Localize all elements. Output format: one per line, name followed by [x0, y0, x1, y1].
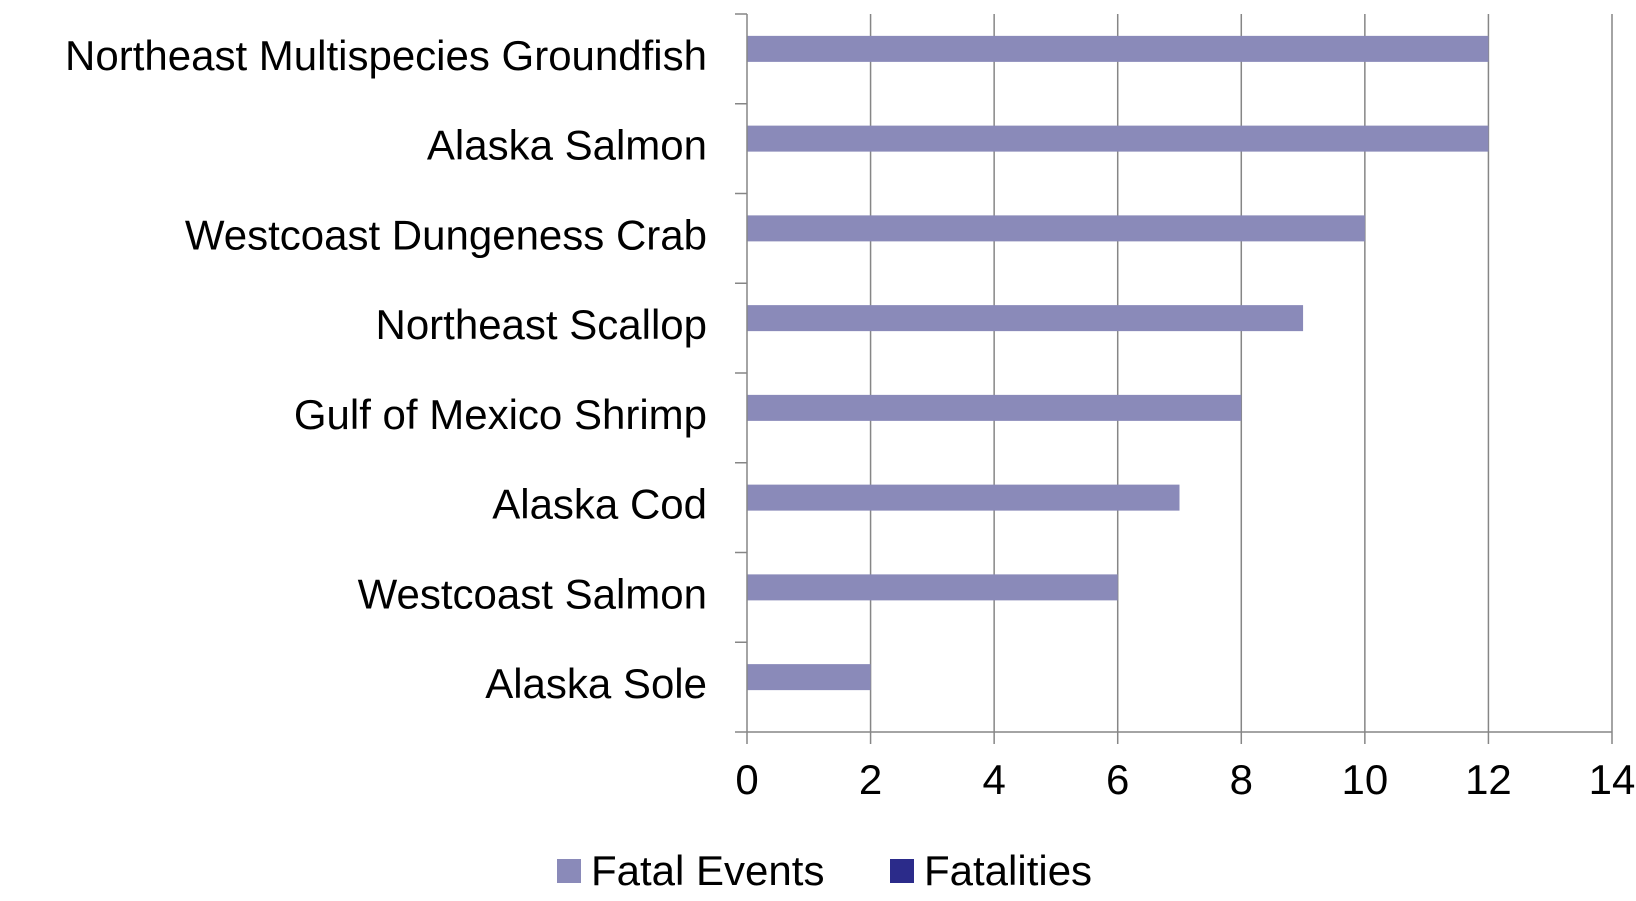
x-tick-labels: 0 2 4 6 8 10 12 14	[735, 756, 1635, 803]
bar-2	[747, 215, 1365, 242]
bars	[747, 35, 1489, 691]
axes	[735, 13, 1613, 744]
x-tick-label: 8	[1230, 756, 1253, 803]
bar-4	[747, 394, 1242, 421]
x-tick-label: 2	[859, 756, 882, 803]
gridlines	[869, 14, 1613, 732]
legend-swatch-1	[890, 859, 914, 883]
category-label: Northeast Scallop	[375, 301, 707, 348]
category-label: Westcoast Salmon	[358, 570, 707, 617]
bar-5	[747, 484, 1180, 511]
category-labels: Northeast Multispecies Groundfish Alaska …	[65, 32, 707, 707]
bar-1	[747, 125, 1489, 152]
x-tick-label: 10	[1341, 756, 1388, 803]
bar-6	[747, 574, 1118, 601]
legend-label-1: Fatalities	[924, 847, 1092, 894]
category-label: Alaska Cod	[492, 481, 707, 528]
category-label: Westcoast Dungeness Crab	[185, 211, 707, 258]
category-label: Alaska Salmon	[427, 122, 707, 169]
category-label: Gulf of Mexico Shrimp	[294, 391, 707, 438]
bar-0	[747, 35, 1489, 62]
bar-7	[747, 664, 871, 691]
x-tick-label: 0	[735, 756, 758, 803]
legend-swatch-0	[557, 859, 581, 883]
legend-label-0: Fatal Events	[591, 847, 824, 894]
x-tick-label: 6	[1106, 756, 1129, 803]
category-label: Northeast Multispecies Groundfish	[65, 32, 707, 79]
bar-3	[747, 305, 1304, 332]
category-label: Alaska Sole	[485, 660, 707, 707]
legend: Fatal Events Fatalities	[557, 847, 1092, 894]
x-tick-label: 12	[1465, 756, 1512, 803]
x-tick-label: 14	[1589, 756, 1636, 803]
x-tick-label: 4	[982, 756, 1005, 803]
